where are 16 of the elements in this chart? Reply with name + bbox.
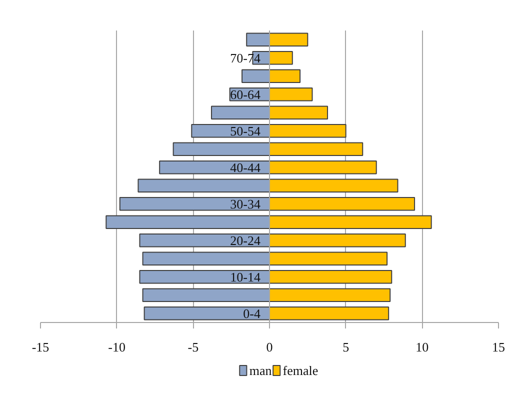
x-tick-label: 10 — [416, 340, 429, 354]
y-tick-label: 50-54 — [230, 123, 261, 138]
x-tick-label: -15 — [32, 340, 50, 354]
x-tick-label: -10 — [108, 340, 126, 354]
y-tick-label: 60-64 — [230, 86, 261, 102]
x-tick-label: 15 — [492, 340, 505, 354]
x-tick-label: 5 — [342, 340, 350, 354]
x-tick-label: 0 — [266, 340, 273, 354]
legend-label: man — [249, 363, 272, 378]
y-tick-label: 0-4 — [243, 306, 261, 321]
legend-label: female — [282, 363, 318, 378]
y-tick-label: 10-14 — [230, 269, 261, 284]
y-tick-label: 20-24 — [230, 232, 261, 248]
y-tick-label: 30-34 — [230, 196, 261, 212]
y-tick-label: 40-44 — [230, 160, 261, 175]
x-tick-label: -5 — [188, 340, 199, 354]
